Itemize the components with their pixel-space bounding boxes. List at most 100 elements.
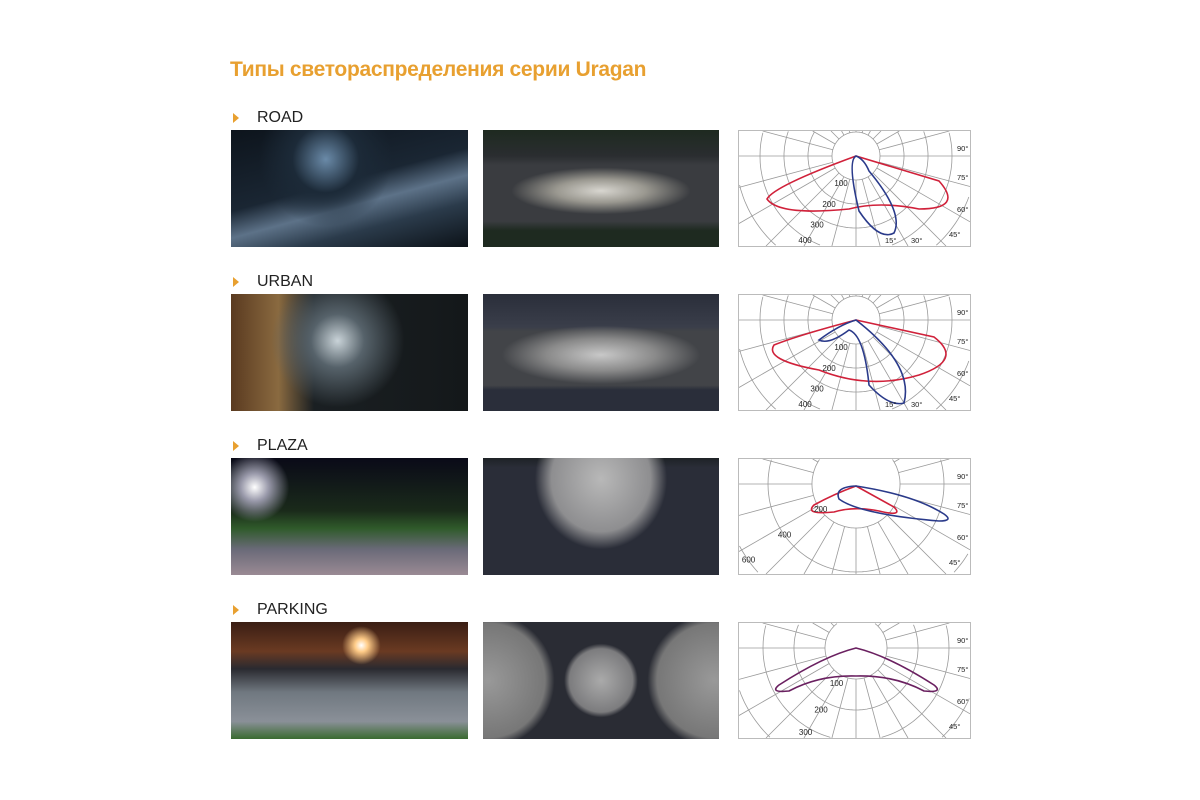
grid-radial xyxy=(765,336,840,410)
polar-diagram: 100 200 300 400 90° 75° 60° 45° 30° 15° xyxy=(738,130,971,247)
curve-red xyxy=(810,485,898,515)
row-label-text: PLAZA xyxy=(257,437,308,454)
grid-radial xyxy=(872,172,947,246)
grid-radial xyxy=(812,459,819,463)
grid-radial xyxy=(861,295,864,297)
grid-radial xyxy=(876,295,900,309)
angle-label: 15° xyxy=(885,236,896,245)
ring-label: 100 xyxy=(834,179,848,188)
angle-label: 45° xyxy=(949,230,960,239)
grid-radial xyxy=(812,295,836,309)
page-title: Типы светораспределения серии Uragan xyxy=(230,58,647,81)
grid-ring xyxy=(891,155,953,246)
distribution-row-parking: PARKING 100 200 300 90° 75° 60° 45° xyxy=(230,600,975,760)
row-label-text: ROAD xyxy=(257,109,304,126)
angle-label: 60° xyxy=(957,369,968,378)
polar-diagram-svg: 100 200 300 400 90° 75° 60° 45° 30° 15° xyxy=(739,295,970,410)
polar-diagram-svg: 200 400 600 90° 75° 60° 45° xyxy=(739,459,970,574)
ring-label: 300 xyxy=(810,385,824,394)
polar-diagram-svg: 100 200 300 400 90° 75° 60° 45° 30° 15° xyxy=(739,131,970,246)
grid-radial xyxy=(830,623,835,627)
grid-ring xyxy=(913,624,919,648)
grid-radial xyxy=(863,677,881,738)
grid-radial xyxy=(882,623,900,633)
grid-radial xyxy=(831,179,851,246)
grid-radial xyxy=(867,526,881,574)
grid-ring xyxy=(739,184,776,246)
grid-radial xyxy=(861,343,881,410)
angle-label: 75° xyxy=(957,173,968,182)
curve-purple xyxy=(774,647,939,693)
grid-radial xyxy=(886,514,947,574)
grid-radial xyxy=(872,131,882,140)
curve-blue xyxy=(837,485,949,522)
distribution-row-road: ROAD 100 200 300 400 90° 75° 60° 45° 30° 15° xyxy=(230,108,975,268)
curve-blue xyxy=(851,155,898,236)
grid-radial xyxy=(876,167,970,223)
grid-ring xyxy=(793,624,919,711)
grid-ring xyxy=(767,459,945,573)
distribution-row-plaza: PLAZA 200 400 600 90° 75° 60° 45° xyxy=(230,436,975,596)
grid-radial xyxy=(830,131,840,140)
grid-ring xyxy=(891,319,953,410)
ring-label: 400 xyxy=(798,236,812,245)
angle-label: 60° xyxy=(957,697,968,706)
grid-radial xyxy=(898,459,950,473)
distribution-row-urban: URBAN 100 200 300 400 90° 75° 60° 45° 30° 15° xyxy=(230,272,975,432)
grid-radial xyxy=(885,623,950,641)
grid-ring xyxy=(874,623,888,648)
grid-ring xyxy=(739,348,776,410)
grid-radial xyxy=(879,325,970,351)
grid-ring xyxy=(948,132,953,157)
grid-radial xyxy=(867,131,871,136)
grid-radial xyxy=(762,295,833,315)
angle-label: 90° xyxy=(957,636,968,645)
curve-red xyxy=(766,155,949,212)
night-photo xyxy=(231,622,468,739)
grid-ring xyxy=(953,553,969,573)
grid-ring xyxy=(762,625,831,738)
grid-radial xyxy=(762,623,827,641)
night-photo xyxy=(231,294,468,411)
angle-label: 60° xyxy=(957,205,968,214)
grid-ring xyxy=(739,545,759,573)
grid-ring xyxy=(948,296,953,321)
row-label-text: PARKING xyxy=(257,601,328,618)
grid-radial xyxy=(885,655,970,679)
grid-ring xyxy=(881,647,950,738)
curve-red xyxy=(771,319,947,383)
grid-radial xyxy=(739,655,827,680)
ring-label: 400 xyxy=(778,531,792,540)
grid-radial xyxy=(861,131,864,133)
angle-label: 90° xyxy=(957,472,968,481)
grid-ring xyxy=(923,295,929,320)
grid-ring xyxy=(940,459,945,485)
ring-label: 200 xyxy=(814,505,828,514)
grid-radial xyxy=(803,674,841,738)
grid-radial xyxy=(879,131,950,151)
triangle-bullet-icon xyxy=(233,277,239,287)
grid-radial xyxy=(867,295,871,300)
grid-radial xyxy=(893,505,970,551)
top-view-illumination xyxy=(483,130,719,247)
ring-label: 200 xyxy=(814,706,828,715)
grid-ring xyxy=(811,459,901,529)
grid-radial xyxy=(872,295,882,304)
ring-label: 400 xyxy=(798,400,812,409)
triangle-bullet-icon xyxy=(233,605,239,615)
angle-label: 45° xyxy=(949,558,960,567)
night-photo xyxy=(231,130,468,247)
grid-radial xyxy=(877,521,909,574)
grid-radial xyxy=(867,176,909,246)
grid-radial xyxy=(882,663,970,715)
angle-label: 90° xyxy=(957,144,968,153)
grid-radial xyxy=(867,340,909,410)
angle-label: 75° xyxy=(957,337,968,346)
grid-radial xyxy=(765,669,835,738)
grid-radial xyxy=(841,295,845,300)
polar-diagram: 200 400 600 90° 75° 60° 45° xyxy=(738,458,971,575)
grid-ring xyxy=(739,690,771,738)
row-label: PLAZA xyxy=(230,436,308,456)
grid-ring xyxy=(941,698,970,738)
